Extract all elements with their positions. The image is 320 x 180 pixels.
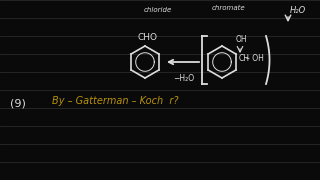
Text: – OH: – OH [246, 53, 264, 62]
Text: CH: CH [239, 53, 250, 62]
Text: −H₂O: −H₂O [173, 74, 194, 83]
Text: By – Gatterman – Koch  r?: By – Gatterman – Koch r? [52, 96, 179, 106]
Text: chloride: chloride [144, 7, 172, 13]
Text: CHO: CHO [137, 33, 157, 42]
Text: OH: OH [236, 35, 248, 44]
Text: H₂O: H₂O [290, 6, 306, 15]
Text: chromate: chromate [211, 5, 245, 11]
Text: (9): (9) [10, 98, 26, 108]
